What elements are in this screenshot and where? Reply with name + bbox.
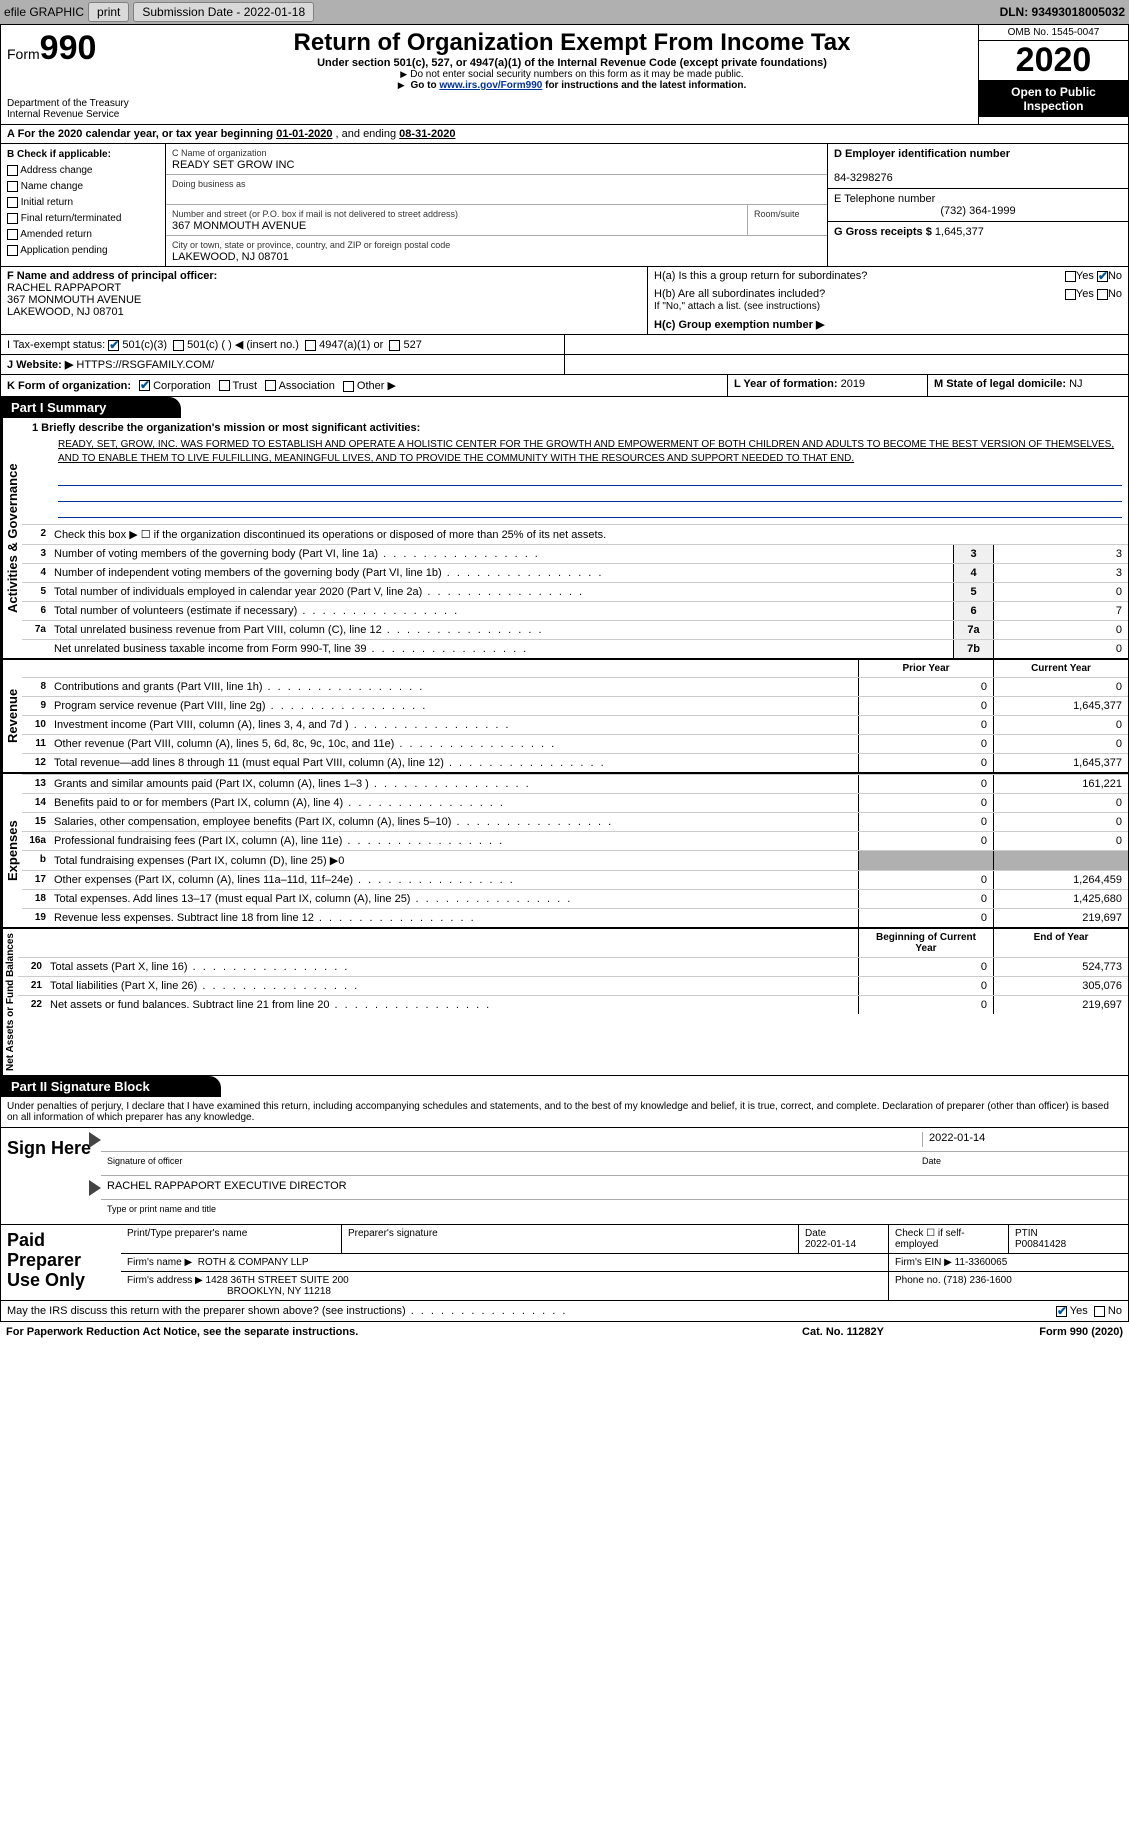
b-checkbox[interactable]	[7, 165, 18, 176]
officer-city: LAKEWOOD, NJ 08701	[7, 306, 124, 318]
form-title-block: Return of Organization Exempt From Incom…	[166, 25, 978, 124]
b-checkbox[interactable]	[7, 197, 18, 208]
527-checkbox[interactable]	[389, 340, 400, 351]
discuss-no-checkbox[interactable]	[1094, 1306, 1105, 1317]
4947-checkbox[interactable]	[305, 340, 316, 351]
b-checkbox[interactable]	[7, 245, 18, 256]
dln-label: DLN: 93493018005032	[1000, 5, 1125, 19]
website-value: HTTPS://RSGFAMILY.COM/	[76, 359, 214, 371]
form-word: Form	[7, 46, 40, 62]
ptin-value: P00841428	[1015, 1239, 1066, 1250]
firm-name: ROTH & COMPANY LLP	[198, 1257, 309, 1268]
form-subtitle: Under section 501(c), 527, or 4947(a)(1)…	[172, 57, 972, 69]
firm-address2: BROOKLYN, NY 11218	[227, 1286, 331, 1297]
print-button[interactable]: print	[88, 2, 129, 22]
sign-arrow-icon	[89, 1180, 101, 1196]
sign-here-block: Sign Here 2022-01-14 Signature of office…	[0, 1128, 1129, 1225]
open-public-badge: Open to Public Inspection	[979, 81, 1128, 117]
state-domicile: NJ	[1069, 378, 1082, 390]
preparer-date: 2022-01-14	[805, 1239, 856, 1250]
sign-date: 2022-01-14	[922, 1132, 1122, 1147]
discuss-row: May the IRS discuss this return with the…	[0, 1301, 1129, 1322]
org-city: LAKEWOOD, NJ 08701	[172, 251, 289, 263]
other-checkbox[interactable]	[343, 381, 354, 392]
ha-no-checkbox[interactable]	[1097, 271, 1108, 282]
mission-text: READY, SET, GROW, INC. WAS FORMED TO EST…	[22, 434, 1128, 470]
page-footer: For Paperwork Reduction Act Notice, see …	[0, 1322, 1129, 1342]
tax-year: 2020	[979, 41, 1128, 81]
form-number: 990	[40, 29, 97, 67]
officer-street: 367 MONMOUTH AVENUE	[7, 294, 141, 306]
entity-block: B Check if applicable: Address change Na…	[0, 144, 1129, 267]
501c-checkbox[interactable]	[173, 340, 184, 351]
part1-header: Part I Summary	[1, 397, 181, 418]
ssn-note: Do not enter social security numbers on …	[172, 69, 972, 80]
firm-ein: 11-3360065	[955, 1257, 1008, 1268]
governance-vtab: Activities & Governance	[1, 418, 22, 658]
firm-phone: (718) 236-1600	[943, 1275, 1011, 1286]
form-title: Return of Organization Exempt From Incom…	[172, 29, 972, 57]
period-end: 08-31-2020	[399, 128, 455, 140]
hb-no-checkbox[interactable]	[1097, 289, 1108, 300]
phone-value: (732) 364-1999	[940, 205, 1015, 217]
efile-topbar: efile GRAPHIC print Submission Date - 20…	[0, 0, 1129, 24]
hb-yes-checkbox[interactable]	[1065, 289, 1076, 300]
org-street: 367 MONMOUTH AVENUE	[172, 220, 306, 232]
revenue-vtab: Revenue	[1, 660, 22, 772]
website-block: J Website: ▶ HTTPS://RSGFAMILY.COM/	[0, 355, 1129, 375]
ha-yes-checkbox[interactable]	[1065, 271, 1076, 282]
efile-label: efile GRAPHIC	[4, 5, 84, 19]
501c3-checkbox[interactable]	[108, 340, 119, 351]
part2-wrapper: Part II Signature Block	[0, 1076, 1129, 1097]
form-org-block: K Form of organization: Corporation Trus…	[0, 375, 1129, 397]
year-formation: 2019	[841, 378, 865, 390]
officer-print-name: RACHEL RAPPAPORT EXECUTIVE DIRECTOR	[107, 1180, 347, 1192]
assoc-checkbox[interactable]	[265, 380, 276, 391]
b-checkbox[interactable]	[7, 229, 18, 240]
discuss-yes-checkbox[interactable]	[1056, 1306, 1067, 1317]
dept-label: Department of the Treasury	[7, 98, 160, 109]
form-header: Form990 Department of the Treasury Inter…	[0, 24, 1129, 125]
omb-number: OMB No. 1545-0047	[979, 25, 1128, 41]
b-checkbox[interactable]	[7, 213, 18, 224]
gross-receipts: 1,645,377	[935, 226, 984, 238]
paid-preparer-block: Paid Preparer Use Only Print/Type prepar…	[0, 1225, 1129, 1301]
expenses-vtab: Expenses	[1, 774, 22, 927]
form-year-block: OMB No. 1545-0047 2020 Open to Public In…	[978, 25, 1128, 124]
goto-note: Go to www.irs.gov/Form990 for instructio…	[172, 80, 972, 91]
irs-label: Internal Revenue Service	[7, 109, 160, 120]
officer-name: RACHEL RAPPAPORT	[7, 282, 121, 294]
trust-checkbox[interactable]	[219, 380, 230, 391]
form990-link[interactable]: www.irs.gov/Form990	[439, 80, 542, 91]
submission-date-button[interactable]: Submission Date - 2022-01-18	[133, 2, 314, 22]
officer-group-block: F Name and address of principal officer:…	[0, 267, 1129, 335]
perjury-declaration: Under penalties of perjury, I declare th…	[0, 1097, 1129, 1128]
right-info-col: D Employer identification number 84-3298…	[828, 144, 1128, 266]
form-id-block: Form990 Department of the Treasury Inter…	[1, 25, 166, 124]
part1-wrapper: Part I Summary Activities & Governance 1…	[0, 397, 1129, 1076]
tax-period-row: A For the 2020 calendar year, or tax yea…	[0, 125, 1129, 144]
part2-header: Part II Signature Block	[1, 1076, 221, 1097]
netassets-vtab: Net Assets or Fund Balances	[1, 929, 18, 1075]
check-applicable-col: B Check if applicable: Address change Na…	[1, 144, 166, 266]
b-checkbox[interactable]	[7, 181, 18, 192]
ein-value: 84-3298276	[834, 172, 893, 184]
corp-checkbox[interactable]	[139, 380, 150, 391]
org-name: READY SET GROW INC	[172, 159, 294, 171]
sign-arrow-icon	[89, 1132, 101, 1148]
period-begin: 01-01-2020	[276, 128, 332, 140]
tax-status-block: I Tax-exempt status: 501(c)(3) 501(c) ( …	[0, 335, 1129, 355]
firm-address1: 1428 36TH STREET SUITE 200	[206, 1275, 349, 1286]
